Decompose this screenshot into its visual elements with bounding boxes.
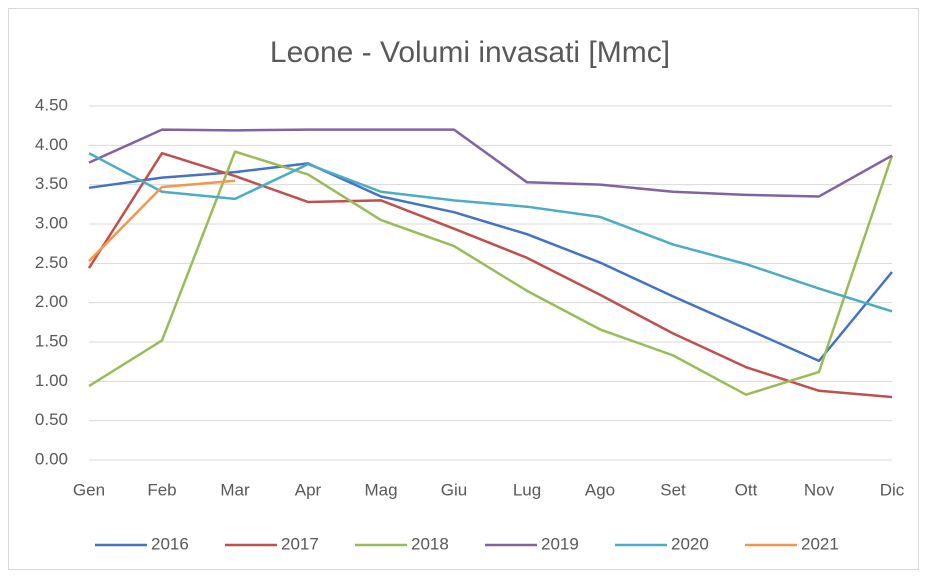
x-tick-label: Mar [220,480,250,499]
x-tick-label: Giu [441,480,467,499]
series-line [88,150,894,396]
chart-border [8,8,919,570]
x-tick-label: Gen [73,480,105,499]
y-tick-label: 0.00 [35,449,68,468]
x-tick-label: Feb [147,480,176,499]
legend-label: 2016 [151,534,189,553]
legend-label: 2021 [801,534,839,553]
y-tick-label: 3.00 [35,213,68,232]
legend-label: 2019 [541,534,579,553]
chart-title: Leone - Volumi invasati [Mmc] [270,36,670,69]
x-tick-label: Dic [880,480,905,499]
x-tick-label: Mag [364,480,397,499]
x-tick-label: Apr [295,480,322,499]
x-tick-label: Ago [585,480,615,499]
series-line [88,128,893,198]
y-tick-label: 1.50 [35,331,68,350]
series-line [87,151,893,399]
x-tick-label: Lug [513,480,541,499]
y-tick-label: 2.00 [35,292,68,311]
y-tick-label: 4.50 [35,95,68,114]
series-line [88,179,236,262]
legend-label: 2020 [671,534,709,553]
legend-label: 2017 [281,534,319,553]
y-tick-label: 0.50 [35,410,68,429]
y-tick-label: 1.00 [35,371,68,390]
y-tick-label: 2.50 [35,253,68,272]
x-tick-label: Nov [804,480,835,499]
y-tick-label: 4.00 [35,135,68,154]
legend-label: 2018 [411,534,449,553]
x-tick-label: Ott [735,480,758,499]
y-tick-label: 3.50 [35,174,68,193]
x-tick-label: Set [660,480,686,499]
series-line [88,152,893,313]
